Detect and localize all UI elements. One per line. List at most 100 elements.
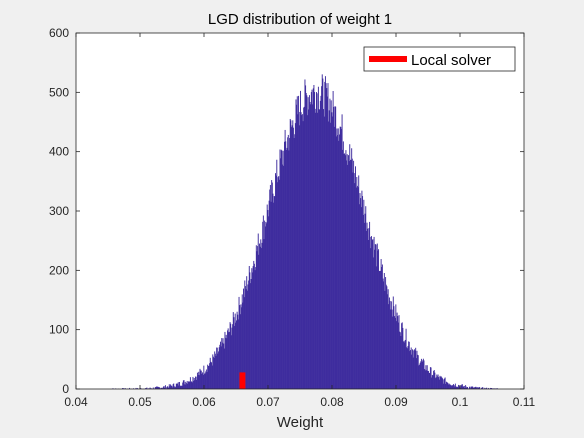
histogram-bar — [266, 223, 268, 389]
histogram-bar — [191, 382, 193, 389]
histogram-bar — [145, 388, 147, 389]
histogram-bar — [170, 385, 172, 389]
histogram-bar — [399, 331, 401, 389]
histogram-bar — [234, 313, 236, 389]
histogram-bar — [164, 387, 166, 389]
histogram-bar — [196, 379, 198, 389]
histogram-bar — [212, 356, 214, 389]
histogram-bar — [340, 126, 342, 390]
histogram-bar — [253, 263, 255, 389]
histogram-bar — [217, 353, 219, 389]
histogram-bar — [364, 222, 365, 389]
histogram-bar — [172, 384, 174, 389]
histogram-bar — [383, 272, 385, 389]
chart-title: LGD distribution of weight 1 — [208, 11, 392, 28]
histogram-bar — [250, 279, 252, 389]
histogram-bar — [281, 150, 283, 389]
histogram-bar — [303, 107, 305, 389]
histogram-bar — [444, 377, 446, 389]
histogram-bar — [272, 193, 274, 389]
histogram-bar — [289, 138, 291, 389]
histogram-bar — [295, 99, 297, 390]
histogram-bar — [397, 316, 399, 389]
histogram-bar — [375, 244, 377, 389]
local-solver-marker — [239, 372, 246, 389]
histogram-bar — [391, 309, 393, 389]
histogram-bar — [350, 159, 352, 389]
histogram-bar — [332, 116, 333, 390]
histogram-bar — [215, 355, 217, 389]
histogram-bar — [452, 385, 454, 389]
histogram-bar — [401, 323, 403, 389]
histogram-bar — [313, 84, 315, 390]
histogram-bar — [282, 150, 284, 389]
local-solver-bar — [239, 372, 246, 389]
histogram-bar — [159, 387, 161, 389]
histogram-bar — [255, 245, 257, 389]
histogram-bar — [248, 280, 250, 389]
histogram-bar — [325, 83, 327, 389]
histogram-bar — [218, 347, 220, 389]
histogram-bar — [387, 289, 389, 389]
histogram-bar — [320, 95, 322, 389]
histogram-bar — [188, 381, 189, 389]
histogram-bar — [197, 375, 199, 389]
histogram-bar — [198, 375, 200, 389]
histogram-bar — [255, 267, 257, 389]
histogram-bar — [170, 384, 172, 389]
histogram-bar — [408, 341, 410, 389]
histogram-bar — [258, 254, 260, 389]
histogram-bar — [348, 155, 349, 389]
histogram-bar — [156, 386, 158, 389]
histogram-bar — [307, 97, 309, 390]
histogram-bar — [412, 349, 413, 389]
histogram-bar — [475, 386, 477, 389]
histogram-bar — [457, 387, 459, 389]
histogram-bar — [168, 388, 170, 389]
histogram-bar — [209, 357, 211, 389]
histogram-bar — [321, 86, 323, 390]
histogram-bar — [173, 383, 175, 389]
histogram-bar — [353, 173, 355, 389]
histogram-bar — [466, 387, 468, 389]
histogram-bar — [444, 378, 445, 389]
x-tick-label: 0.04 — [64, 395, 88, 409]
histogram-bar — [339, 134, 340, 389]
histogram-bar — [211, 362, 212, 389]
histogram-bar — [303, 106, 305, 389]
histogram-bar — [245, 289, 247, 389]
histogram-bar — [207, 365, 209, 389]
histogram-bar — [122, 388, 124, 389]
histogram-bar — [478, 387, 480, 389]
histogram-bar — [343, 153, 345, 389]
histogram-bar — [202, 374, 204, 389]
histogram-bar — [396, 312, 398, 389]
histogram-bar — [454, 386, 456, 389]
histogram-bar — [411, 354, 413, 389]
histogram-bar — [236, 311, 238, 389]
histogram-bar — [204, 373, 205, 389]
histogram-bar — [352, 172, 354, 389]
histogram-bar — [315, 112, 317, 389]
histogram-bar — [334, 106, 336, 389]
histogram-bar — [234, 326, 236, 389]
histogram-bar — [190, 381, 192, 389]
histogram-bar — [199, 368, 201, 389]
histogram-bar — [191, 381, 193, 389]
histogram-bar — [410, 349, 412, 389]
histogram-bar — [429, 372, 431, 389]
y-tick-label: 100 — [49, 323, 69, 337]
histogram-bar — [368, 228, 370, 389]
histogram-bar — [161, 387, 163, 389]
histogram-bar — [392, 296, 394, 389]
histogram-bar — [248, 265, 250, 389]
histogram-bar — [367, 239, 369, 389]
histogram-bar — [349, 144, 351, 389]
histogram-bar — [354, 183, 356, 389]
histogram-bar — [182, 380, 184, 389]
histogram-bar — [342, 149, 344, 389]
histogram-bar — [322, 78, 324, 389]
histogram-bar — [273, 202, 275, 389]
histogram-bar — [311, 89, 313, 390]
histogram-bar — [270, 201, 272, 389]
